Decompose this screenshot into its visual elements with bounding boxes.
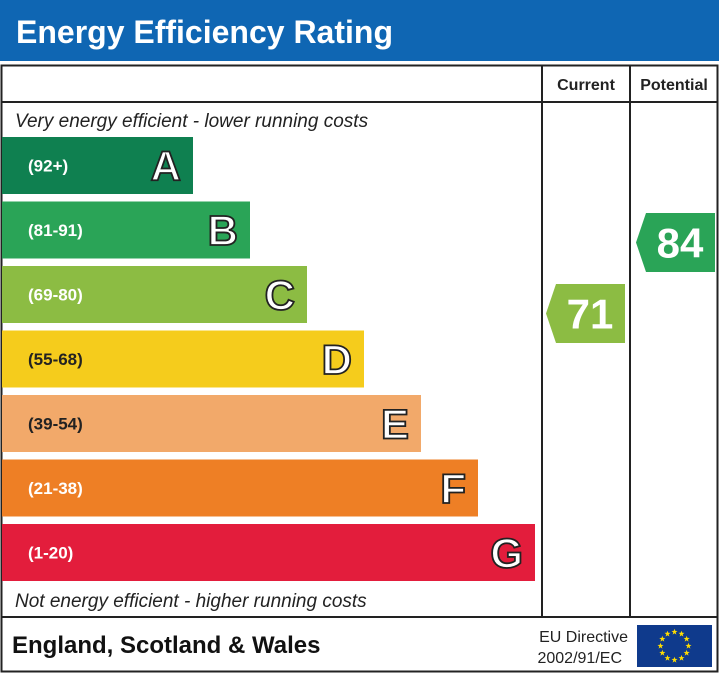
band-A: (92+) A — [2, 137, 193, 194]
current-arrow-shape — [546, 284, 625, 343]
directive-line1: EU Directive — [539, 629, 628, 646]
current-rating-arrow: 71 — [546, 284, 625, 343]
star-icon — [664, 654, 671, 661]
star-icon — [659, 635, 666, 642]
band-range: (92+) — [28, 157, 68, 176]
star-icon — [678, 654, 685, 661]
star-icon — [683, 649, 690, 656]
current-rating-value: 71 — [567, 291, 614, 338]
column-header-current: Current — [557, 77, 615, 94]
star-icon — [659, 649, 666, 656]
band-bar — [2, 137, 193, 194]
band-B: (81-91) B — [2, 201, 250, 259]
star-icon — [683, 635, 690, 642]
band-range: (55-68) — [28, 350, 83, 369]
header-bar — [0, 0, 719, 61]
band-G: (1-20) G — [2, 524, 535, 581]
band-letter: B — [208, 207, 238, 254]
band-bar — [2, 266, 307, 323]
star-icon — [671, 628, 678, 635]
potential-rating-arrow: 84 — [636, 213, 715, 272]
footer-region: England, Scotland & Wales — [12, 632, 320, 659]
star-icon — [678, 630, 685, 637]
band-letter: E — [381, 401, 409, 448]
band-letter: G — [490, 530, 523, 577]
band-letter: F — [440, 465, 466, 512]
band-D: (55-68) D — [2, 330, 364, 388]
star-icon — [664, 630, 671, 637]
band-range: (81-91) — [28, 221, 83, 240]
band-bar — [2, 459, 478, 517]
band-range: (1-20) — [28, 544, 73, 563]
band-letter: D — [322, 336, 352, 383]
star-icon — [685, 642, 692, 649]
bottom-note: Not energy efficient - higher running co… — [15, 591, 367, 612]
star-icon — [657, 642, 664, 649]
band-range: (39-54) — [28, 415, 83, 434]
band-C: (69-80) C — [2, 266, 307, 323]
column-header-potential: Potential — [640, 77, 708, 94]
band-bar — [2, 395, 421, 452]
band-bar — [2, 201, 250, 259]
page-title: Energy Efficiency Rating — [16, 14, 393, 50]
eu-flag-icon — [637, 625, 712, 667]
band-letter: C — [265, 272, 295, 319]
star-icon — [671, 656, 678, 663]
potential-rating-value: 84 — [657, 220, 704, 267]
band-E: (39-54) E — [2, 395, 421, 452]
band-F: (21-38) F — [2, 459, 478, 517]
top-note: Very energy efficient - lower running co… — [15, 111, 369, 132]
band-range: (21-38) — [28, 479, 83, 498]
band-bar — [2, 524, 535, 581]
band-bar — [2, 330, 364, 388]
band-letter: A — [151, 143, 181, 190]
band-range: (69-80) — [28, 286, 83, 305]
potential-arrow-shape — [636, 213, 715, 272]
directive-line2: 2002/91/EC — [537, 650, 622, 667]
